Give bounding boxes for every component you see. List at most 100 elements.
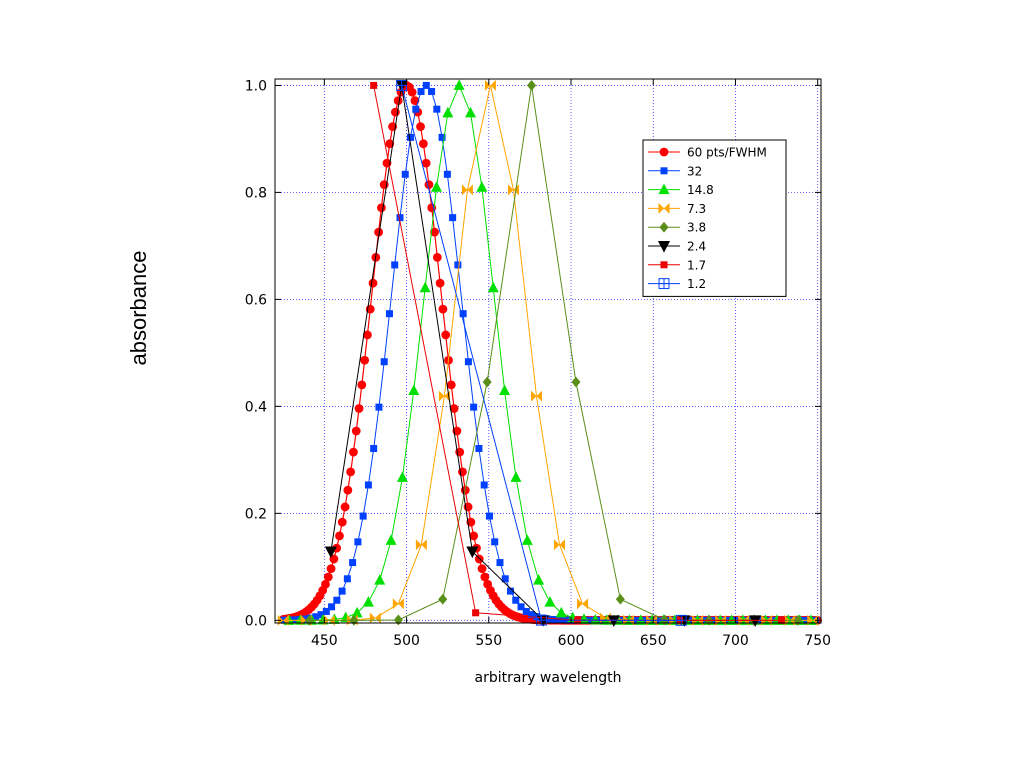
data-point (340, 502, 350, 512)
data-point (363, 330, 372, 340)
data-point (544, 596, 556, 607)
data-point (360, 355, 370, 365)
data-point (417, 87, 425, 95)
y-tick-label: 0.8 (245, 185, 267, 201)
data-point (412, 105, 420, 113)
y-tick-label: 1.0 (245, 78, 267, 94)
data-point (438, 133, 446, 141)
data-point (385, 534, 397, 545)
legend-label: 3.8 (687, 221, 706, 235)
data-point (391, 261, 399, 269)
legend-label: 60 pts/FWHM (687, 146, 767, 160)
data-point (349, 447, 358, 457)
x-tick-label: 550 (475, 633, 502, 649)
legend-marker (660, 261, 668, 269)
data-point (449, 404, 459, 413)
data-point (464, 358, 472, 366)
data-point (521, 534, 533, 545)
data-point (377, 203, 386, 213)
data-point (726, 614, 738, 625)
data-point (354, 404, 364, 413)
data-point (472, 609, 480, 617)
data-point (601, 614, 613, 625)
data-point (533, 574, 545, 585)
data-point (485, 512, 493, 520)
data-point (499, 384, 511, 396)
data-point (449, 214, 457, 222)
data-point (374, 574, 386, 585)
data-point (470, 403, 478, 411)
data-point (430, 181, 442, 192)
data-point (393, 614, 403, 626)
x-tick-label: 650 (640, 633, 667, 649)
data-point (438, 304, 448, 314)
data-point (432, 252, 442, 262)
data-point (392, 598, 404, 610)
data-point (401, 170, 409, 178)
data-point (351, 606, 363, 618)
legend-label: 1.2 (687, 277, 706, 291)
data-point (407, 87, 417, 97)
data-point (329, 554, 339, 564)
x-axis-label: arbitrary wavelength (474, 670, 622, 686)
data-point (496, 559, 504, 567)
data-point (312, 613, 320, 621)
data-point (469, 531, 479, 541)
legend-label: 32 (687, 164, 702, 178)
data-point (349, 559, 357, 567)
legend-box (642, 139, 787, 297)
data-point (615, 593, 625, 605)
data-point (380, 358, 388, 366)
data-point (635, 614, 647, 625)
data-point (370, 81, 378, 89)
data-point (442, 106, 454, 118)
data-point (422, 81, 430, 89)
data-point (374, 227, 384, 237)
legend-marker (660, 167, 668, 175)
legend: 60 pts/FWHM 32 14.8 7.3 3.8 2.4 1.7 1.2 (642, 139, 787, 297)
x-tick-label: 450 (311, 633, 338, 649)
data-point (328, 603, 336, 611)
data-point (571, 376, 581, 388)
data-point (459, 310, 467, 318)
data-point (418, 139, 428, 149)
data-point (351, 426, 361, 436)
data-point (396, 471, 408, 482)
legend-marker (658, 202, 670, 214)
data-point (441, 330, 451, 340)
data-point (438, 593, 448, 605)
data-point (474, 554, 484, 564)
series-8 (396, 79, 687, 626)
data-point (480, 481, 488, 489)
data-point (554, 539, 566, 551)
data-point (335, 531, 344, 541)
y-tick-label: 0.2 (245, 506, 267, 522)
plot-frame (274, 78, 822, 624)
legend-marker (659, 221, 669, 233)
data-point (484, 79, 496, 91)
data-point (369, 612, 381, 624)
data-point (324, 546, 337, 559)
data-point (416, 122, 425, 132)
x-tick-label: 700 (722, 633, 749, 649)
data-point (555, 606, 567, 618)
legend-marker (657, 241, 671, 253)
y-tick-label: 0.0 (245, 613, 267, 629)
data-point (354, 538, 362, 546)
legend-label: 1.7 (687, 258, 706, 272)
legend-label: 2.4 (687, 240, 706, 254)
data-point (549, 616, 557, 624)
data-point (461, 184, 473, 196)
data-point (428, 87, 436, 95)
data-point (357, 380, 367, 390)
data-point (589, 614, 601, 625)
data-point (407, 133, 415, 141)
legend-marker (658, 183, 670, 195)
data-point (501, 575, 509, 583)
data-point (343, 485, 353, 495)
data-point (435, 278, 445, 288)
data-point (362, 596, 374, 607)
data-point (415, 539, 427, 551)
data-point (421, 158, 431, 168)
data-point (446, 380, 456, 390)
